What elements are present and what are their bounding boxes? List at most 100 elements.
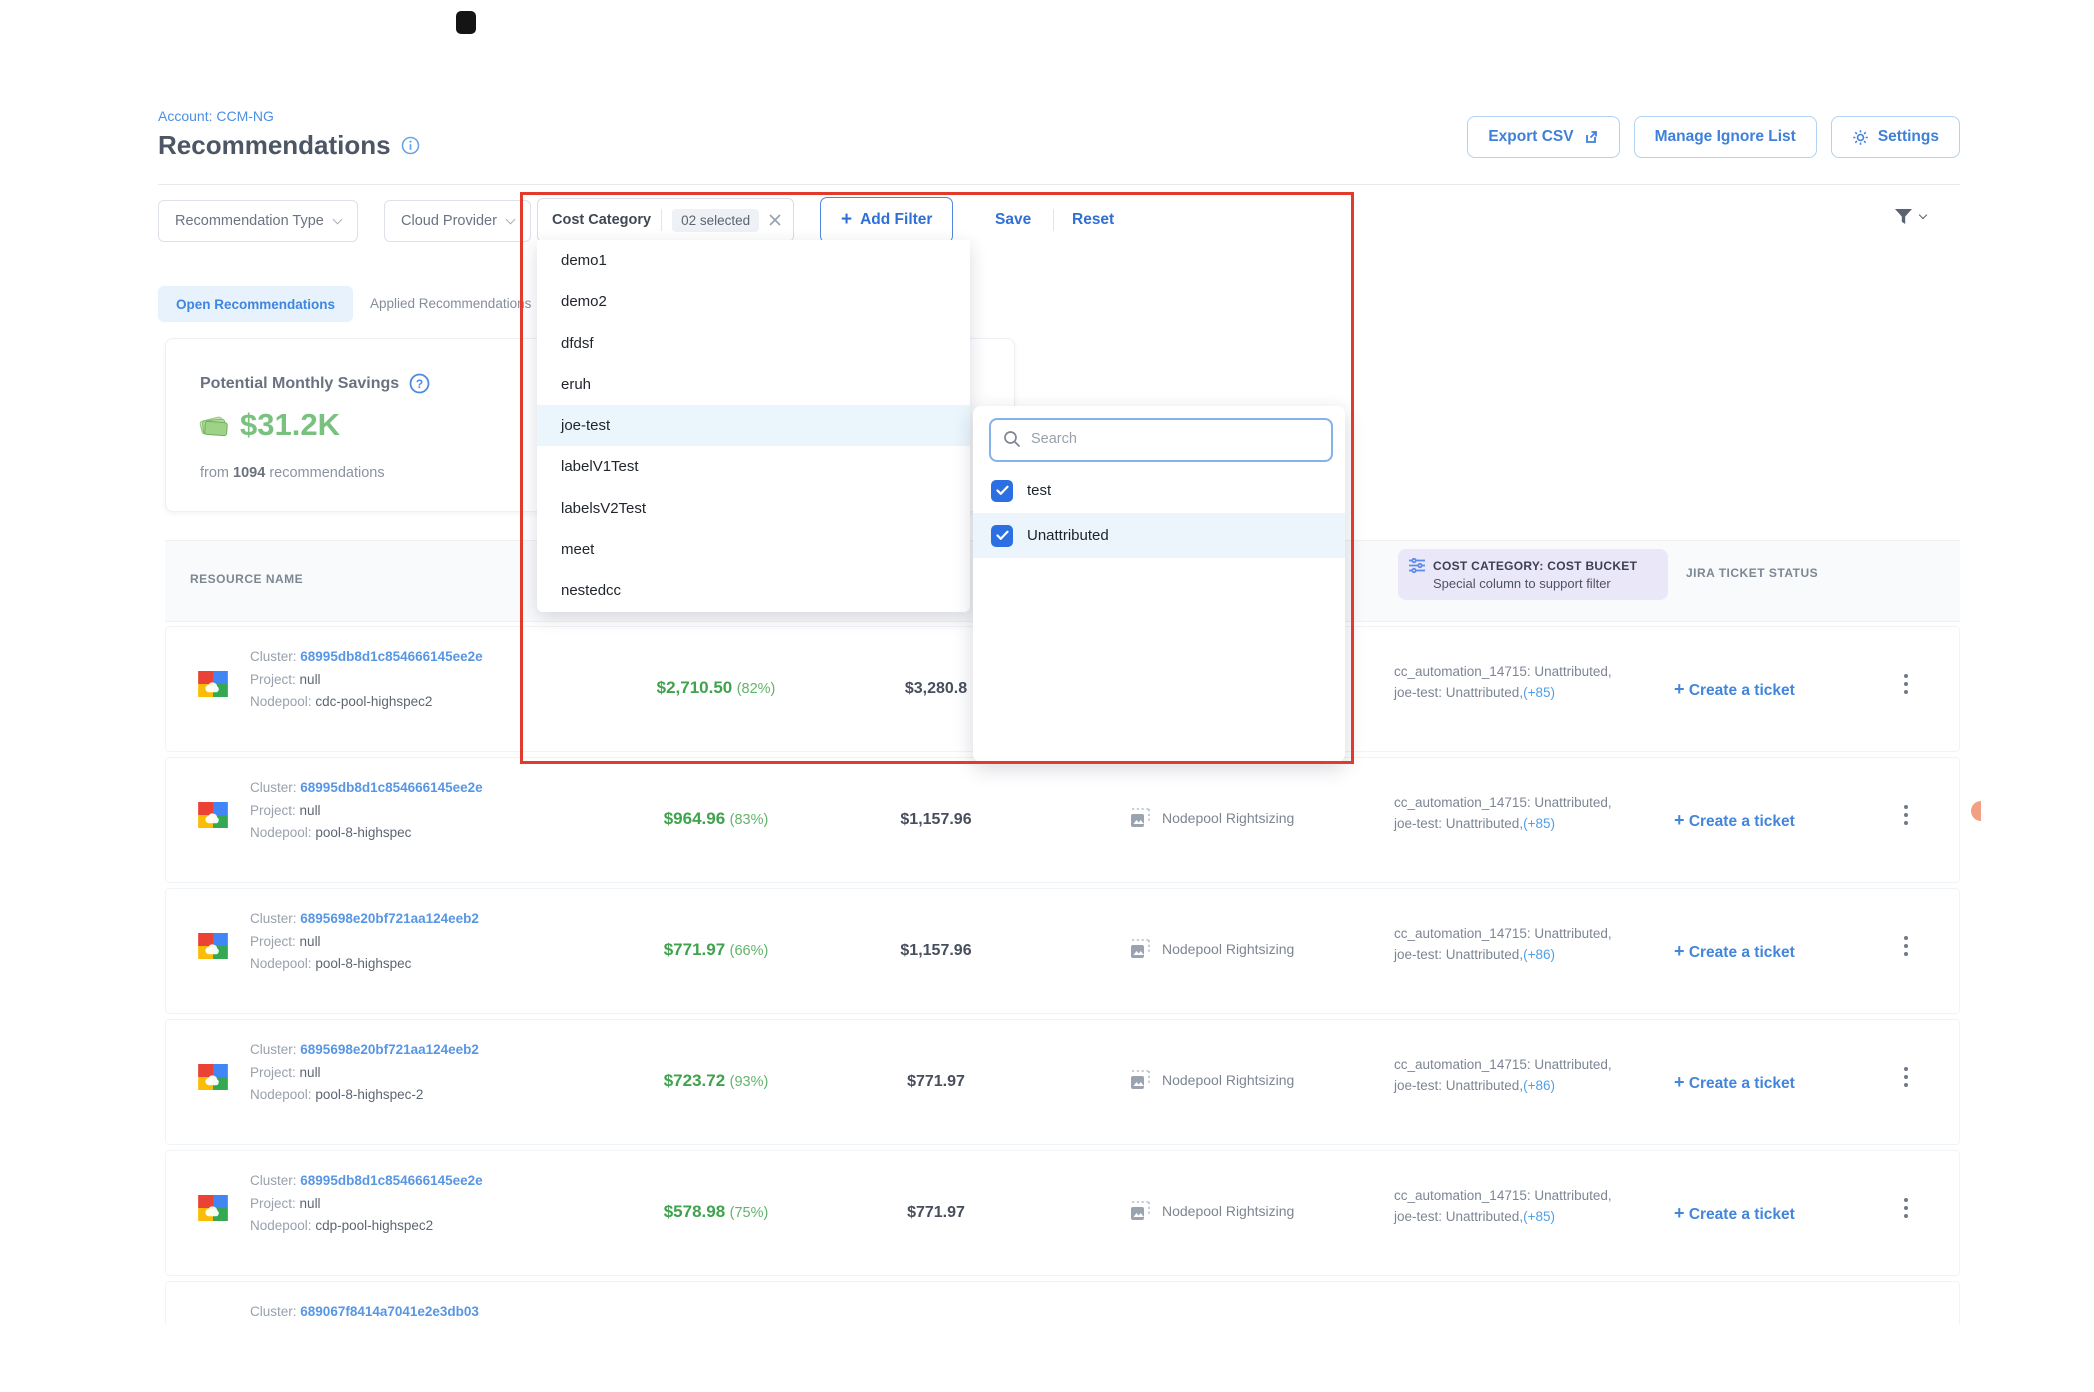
chip-separator: [661, 209, 663, 231]
recommendation-type-label: Nodepool Rightsizing: [1162, 1072, 1295, 1088]
cost-category-cell: cc_automation_14715: Unattributed, joe-t…: [1394, 1057, 1612, 1093]
cluster-link[interactable]: 68995db8d1c854666145ee2e: [300, 649, 483, 664]
row-menu-button[interactable]: [1904, 805, 1908, 809]
cluster-link[interactable]: 689067f8414a7041e2e3db03: [300, 1304, 479, 1319]
cost-category-more-link[interactable]: (+86): [1523, 947, 1555, 962]
cost-category-option[interactable]: eruh: [561, 375, 592, 393]
bucket-option[interactable]: Unattributed: [973, 513, 1345, 558]
export-csv-button[interactable]: Export CSV: [1467, 116, 1620, 158]
cost-category-dropdown: demo1 demo2 dfdsf eruh joe-test labelV1Test la…: [537, 240, 970, 612]
cost-category-option[interactable]: labelsV2Test: [561, 499, 647, 517]
bucket-options: test Unattributed: [973, 468, 1345, 558]
cluster-link[interactable]: 6895698e20bf721aa124eeb2: [300, 1042, 479, 1057]
create-ticket-button[interactable]: + Create a ticket: [1674, 810, 1795, 830]
project-value: null: [299, 671, 321, 687]
cost-category-option[interactable]: joe-test: [537, 405, 970, 447]
cost-category-more-link[interactable]: (+85): [1523, 816, 1555, 831]
tab-open-recommendations[interactable]: Open Recommendations: [158, 286, 354, 322]
cost-category-option[interactable]: dfdsf: [561, 334, 594, 352]
search-box: [989, 418, 1333, 462]
nodepool-value: pool-8-highspec: [315, 956, 412, 971]
recommendation-type-label: Nodepool Rightsizing: [1162, 941, 1295, 957]
recommendation-type-cell: Nodepool Rightsizing: [1128, 1068, 1294, 1092]
create-ticket-button[interactable]: + Create a ticket: [1674, 679, 1795, 699]
row-menu-button[interactable]: [1904, 936, 1908, 940]
close-icon[interactable]: [769, 214, 781, 226]
recommendation-type-cell: Nodepool Rightsizing: [1128, 806, 1294, 830]
cluster-link[interactable]: 68995db8d1c854666145ee2e: [300, 780, 483, 795]
bucket-option[interactable]: test: [973, 468, 1345, 513]
resource-details: Cluster: 68995db8d1c854666145ee2e Projec…: [250, 649, 483, 709]
money-icon: [198, 412, 230, 438]
cluster-link[interactable]: 68995db8d1c854666145ee2e: [300, 1173, 483, 1188]
cost-bucket-subtitle: Special column to support filter: [1433, 576, 1611, 591]
settings-button[interactable]: Settings: [1830, 116, 1960, 158]
cost-category-option[interactable]: nestedcc: [561, 582, 622, 600]
cost-category-option[interactable]: meet: [561, 541, 595, 559]
table-row: Cluster: 6895698e20bf721aa124eeb2 Projec…: [165, 1019, 1960, 1145]
funnel-icon: [1895, 209, 1912, 224]
savings-amount: $31.2K: [240, 407, 340, 442]
row-menu-button[interactable]: [1904, 1067, 1908, 1071]
cost-category-option[interactable]: labelV1Test: [561, 458, 639, 476]
cluster-link[interactable]: 6895698e20bf721aa124eeb2: [300, 911, 479, 926]
plus-icon: +: [1674, 679, 1685, 699]
recommendation-type-filter[interactable]: Recommendation Type: [158, 200, 358, 242]
gear-icon: [1852, 129, 1869, 146]
search-input[interactable]: [1029, 420, 1323, 458]
reset-filter-button[interactable]: Reset: [1072, 211, 1115, 228]
page-title-text: Recommendations: [158, 130, 391, 160]
manage-ignore-list-button[interactable]: Manage Ignore List: [1633, 116, 1817, 158]
checkbox-checked-icon[interactable]: [991, 524, 1013, 547]
monthly-cost-cell: $1,157.96: [900, 811, 972, 828]
create-ticket-button[interactable]: + Create a ticket: [1674, 941, 1795, 961]
cost-category-more-link[interactable]: (+86): [1523, 1078, 1555, 1093]
column-header-cost-bucket[interactable]: COST CATEGORY: COST BUCKET Special colum…: [1398, 549, 1668, 600]
screenshot-artifact: [456, 11, 476, 34]
tab-applied-recommendations[interactable]: Applied Recommendations: [370, 296, 532, 311]
gcp-cloud-icon: [198, 671, 228, 702]
search-icon: [1002, 429, 1022, 454]
cost-category-more-link[interactable]: (+85): [1523, 1209, 1555, 1224]
create-ticket-button[interactable]: + Create a ticket: [1674, 1072, 1795, 1092]
add-filter-label: Add Filter: [860, 211, 933, 228]
export-csv-label: Export CSV: [1488, 128, 1574, 145]
header-actions: Export CSV Manage Ignore List Settings: [1467, 116, 1960, 158]
create-ticket-button[interactable]: + Create a ticket: [1674, 1203, 1795, 1223]
help-icon[interactable]: ?: [409, 373, 430, 394]
info-icon[interactable]: [401, 136, 420, 155]
filter-panel-button[interactable]: [1893, 207, 1928, 227]
checkbox-checked-icon[interactable]: [991, 479, 1013, 502]
recommendation-type-label: Nodepool Rightsizing: [1162, 810, 1295, 826]
cost-bucket-dropdown: test Unattributed: [973, 406, 1345, 762]
bucket-option-label: Unattributed: [1027, 527, 1109, 544]
settings-label: Settings: [1877, 128, 1939, 145]
savings-from-prefix: from: [200, 465, 229, 481]
cost-category-filter-chip[interactable]: Cost Category 02 selected: [537, 198, 795, 242]
resource-details: Cluster: 68995db8d1c854666145ee2e Projec…: [250, 1173, 483, 1233]
chevron-down-icon: [1918, 210, 1928, 220]
row-menu-button[interactable]: [1904, 1198, 1908, 1202]
account-breadcrumb[interactable]: Account: CCM-NG: [158, 108, 274, 124]
savings-from-suffix: recommendations: [269, 465, 385, 481]
row-menu-button[interactable]: [1904, 674, 1908, 678]
cost-category-cell: cc_automation_14715: Unattributed, joe-t…: [1394, 664, 1612, 700]
project-value: null: [299, 933, 321, 949]
sliders-icon: [1408, 558, 1426, 573]
save-filter-button[interactable]: Save: [995, 211, 1032, 228]
cost-bucket-title: COST CATEGORY: COST BUCKET: [1433, 558, 1638, 573]
add-filter-button[interactable]: + Add Filter: [820, 197, 954, 243]
cost-category-chip-label: Cost Category: [552, 212, 652, 228]
nodepool-value: cdc-pool-highspec2: [315, 694, 433, 709]
savings-count: 1094: [233, 465, 266, 481]
column-header-resource-name: RESOURCE NAME: [190, 572, 304, 586]
cost-category-option[interactable]: demo1: [561, 252, 607, 269]
table-row: Cluster: 68995db8d1c854666145ee2e Projec…: [165, 757, 1960, 883]
cost-category-more-link[interactable]: (+85): [1523, 685, 1555, 700]
plus-icon: +: [1674, 1203, 1685, 1223]
monthly-savings-cell: $964.96 (83%): [663, 809, 769, 828]
manage-ignore-list-label: Manage Ignore List: [1654, 128, 1796, 145]
cost-category-option[interactable]: demo2: [561, 293, 607, 311]
cloud-provider-filter[interactable]: Cloud Provider: [384, 200, 531, 242]
